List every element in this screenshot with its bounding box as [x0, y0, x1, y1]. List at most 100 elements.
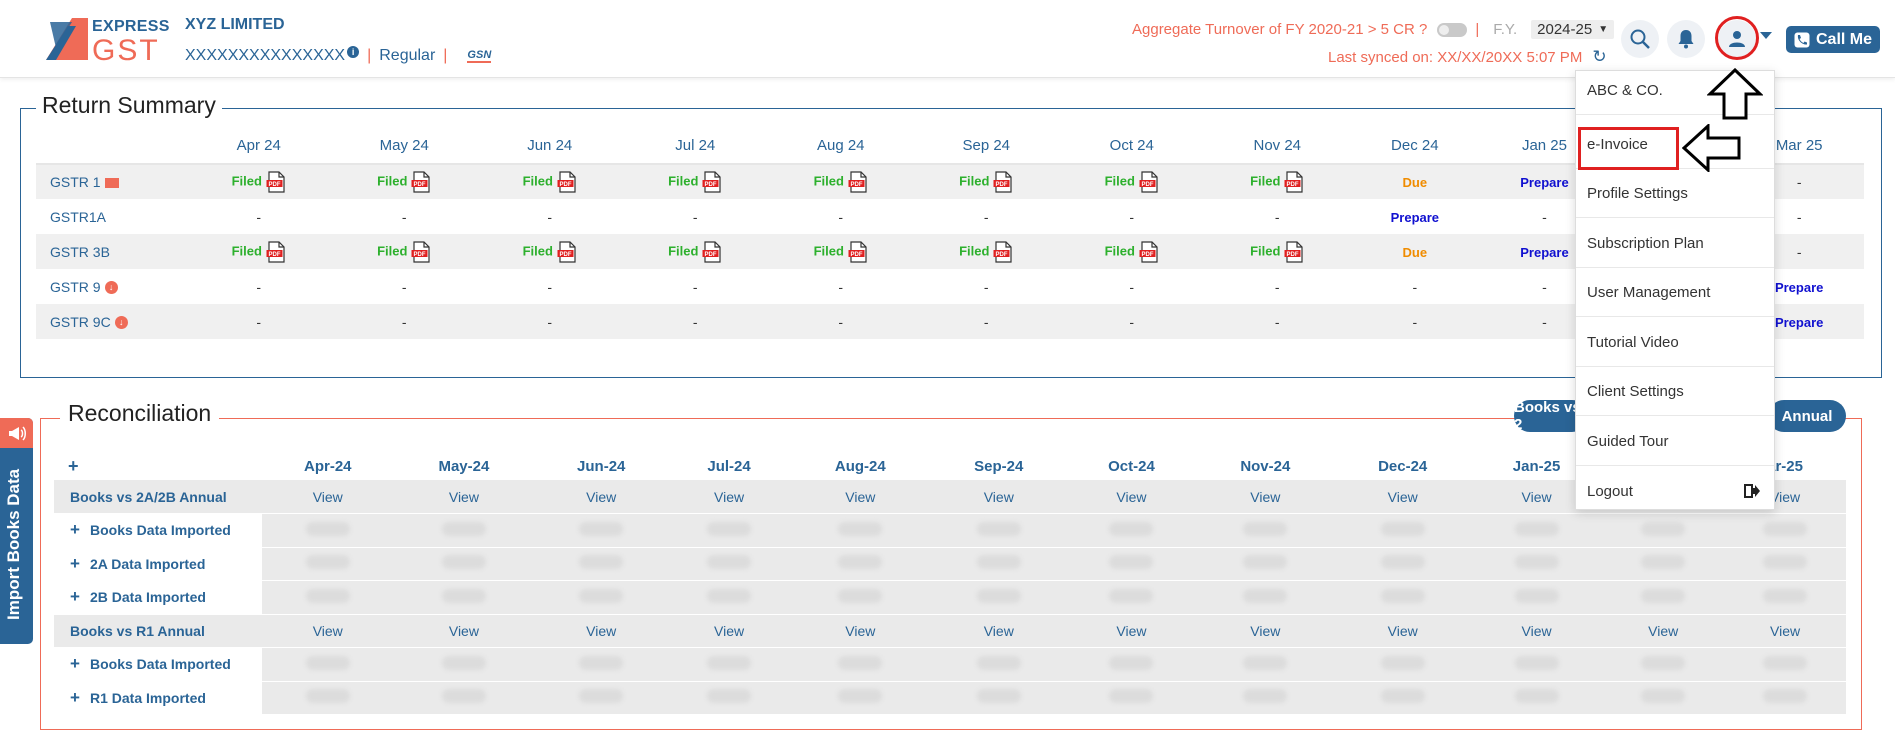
- prepare-link[interactable]: Prepare: [1520, 175, 1569, 190]
- menu-item-abc-co[interactable]: ABC & CO.: [1576, 67, 1774, 115]
- return-status-cell[interactable]: Due: [1350, 163, 1480, 199]
- view-cell[interactable]: View: [1724, 614, 1846, 648]
- status-due[interactable]: Due: [1402, 175, 1428, 190]
- view-cell[interactable]: View: [262, 480, 394, 514]
- turnover-toggle[interactable]: [1437, 22, 1468, 37]
- view-link[interactable]: View: [448, 622, 479, 639]
- return-status-cell[interactable]: Due: [1350, 234, 1480, 269]
- status-due[interactable]: Due: [1402, 244, 1428, 260]
- expand-plus-icon[interactable]: +: [70, 687, 80, 707]
- menu-item-profile-settings[interactable]: Profile Settings: [1576, 170, 1774, 218]
- expand-plus-icon[interactable]: +: [70, 553, 80, 573]
- view-cell[interactable]: View: [930, 614, 1067, 648]
- return-status-cell[interactable]: Filed PDF: [768, 163, 914, 199]
- return-type-label[interactable]: GSTR 3B: [36, 234, 186, 269]
- view-link[interactable]: View: [1770, 488, 1801, 505]
- view-link[interactable]: View: [714, 622, 745, 639]
- view-link[interactable]: View: [1770, 622, 1801, 639]
- view-cell[interactable]: View: [789, 480, 931, 514]
- annual-pill[interactable]: Annual: [1768, 400, 1846, 432]
- recon-row-label[interactable]: + R1 Data Imported: [54, 681, 262, 715]
- view-link[interactable]: View: [1521, 488, 1552, 505]
- refresh-icon[interactable]: ↻: [1592, 47, 1607, 66]
- prepare-link[interactable]: Prepare: [1390, 209, 1440, 225]
- return-status-cell[interactable]: Filed PDF: [186, 234, 332, 269]
- view-link[interactable]: View: [586, 622, 617, 639]
- import-books-data-tab[interactable]: Import Books Data: [0, 418, 33, 644]
- view-link[interactable]: View: [1387, 622, 1418, 639]
- pdf-icon[interactable]: PDF: [266, 171, 286, 193]
- view-link[interactable]: View: [845, 488, 876, 505]
- view-cell[interactable]: View: [534, 614, 669, 648]
- pdf-icon[interactable]: PDF: [557, 171, 577, 193]
- return-status-cell[interactable]: Filed PDF: [331, 163, 477, 199]
- return-type-label[interactable]: GSTR 1: [36, 163, 186, 199]
- return-status-cell[interactable]: Filed PDF: [186, 163, 332, 199]
- recon-row-label[interactable]: +2B Data Imported: [54, 580, 262, 615]
- view-link[interactable]: View: [312, 488, 343, 505]
- pdf-icon[interactable]: PDF: [557, 240, 577, 263]
- view-link[interactable]: View: [448, 488, 479, 505]
- mail-icon[interactable]: [104, 178, 119, 189]
- pdf-icon[interactable]: PDF: [1284, 240, 1304, 263]
- view-link[interactable]: View: [983, 488, 1014, 505]
- view-link[interactable]: View: [714, 488, 745, 505]
- view-link[interactable]: View: [1116, 488, 1147, 505]
- return-status-cell[interactable]: Filed PDF: [622, 234, 768, 269]
- pdf-icon[interactable]: PDF: [411, 240, 431, 263]
- view-cell[interactable]: View: [1470, 614, 1603, 648]
- return-status-cell[interactable]: Filed PDF: [1059, 163, 1205, 199]
- view-link[interactable]: View: [1250, 622, 1281, 639]
- search-button[interactable]: [1621, 20, 1659, 58]
- view-cell[interactable]: View: [393, 614, 535, 648]
- download-icon[interactable]: ↓: [114, 316, 128, 330]
- view-cell[interactable]: View: [1066, 480, 1197, 514]
- return-status-cell[interactable]: Prepare: [1734, 269, 1864, 304]
- recon-row-label[interactable]: + Books Data Imported: [54, 647, 262, 682]
- return-status-cell[interactable]: Filed PDF: [1204, 234, 1350, 269]
- view-cell[interactable]: View: [668, 614, 790, 648]
- view-link[interactable]: View: [1648, 622, 1679, 639]
- prepare-link[interactable]: Prepare: [1520, 244, 1569, 260]
- return-type-label[interactable]: GSTR 9C ↓: [36, 304, 186, 339]
- return-status-cell[interactable]: Filed PDF: [477, 163, 623, 199]
- return-status-cell[interactable]: Filed PDF: [331, 234, 477, 269]
- expand-plus-icon[interactable]: +: [70, 654, 80, 674]
- pdf-icon[interactable]: PDF: [1139, 171, 1159, 193]
- express-gst-logo[interactable]: EXPRESS GST: [46, 14, 169, 67]
- pdf-icon[interactable]: PDF: [848, 240, 868, 263]
- view-cell[interactable]: View: [1602, 614, 1725, 648]
- view-cell[interactable]: View: [1334, 614, 1471, 648]
- return-status-cell[interactable]: Filed PDF: [913, 234, 1059, 269]
- pdf-icon[interactable]: PDF: [411, 171, 431, 193]
- view-cell[interactable]: View: [1066, 614, 1197, 648]
- pdf-icon[interactable]: PDF: [266, 240, 286, 263]
- profile-chevron-down-icon[interactable]: [1760, 32, 1772, 39]
- menu-item-tutorial-video[interactable]: Tutorial Video: [1576, 319, 1774, 367]
- return-status-cell[interactable]: Filed PDF: [622, 163, 768, 199]
- view-link[interactable]: View: [1116, 622, 1147, 639]
- view-cell[interactable]: View: [1196, 480, 1335, 514]
- menu-item-guided-tour[interactable]: Guided Tour: [1576, 418, 1774, 466]
- return-status-cell[interactable]: Filed PDF: [913, 163, 1059, 199]
- expand-plus-icon[interactable]: +: [70, 587, 80, 607]
- pdf-icon[interactable]: PDF: [702, 171, 722, 193]
- view-cell[interactable]: View: [1196, 614, 1335, 648]
- view-link[interactable]: View: [1250, 488, 1281, 505]
- menu-item-user-management[interactable]: User Management: [1576, 269, 1774, 317]
- view-cell[interactable]: View: [393, 480, 535, 514]
- pdf-icon[interactable]: PDF: [1139, 240, 1159, 263]
- return-status-cell[interactable]: Filed PDF: [1059, 234, 1205, 269]
- expand-plus-icon[interactable]: +: [70, 520, 80, 540]
- view-cell[interactable]: View: [668, 480, 790, 514]
- pdf-icon[interactable]: PDF: [848, 171, 868, 193]
- info-icon[interactable]: i: [347, 46, 360, 58]
- prepare-link[interactable]: Prepare: [1774, 279, 1824, 295]
- fy-select[interactable]: 2024-25 ▼: [1531, 20, 1615, 39]
- recon-row-label[interactable]: +2A Data Imported: [54, 547, 262, 581]
- menu-item-client-settings[interactable]: Client Settings: [1576, 368, 1774, 416]
- view-link[interactable]: View: [586, 488, 617, 505]
- view-cell[interactable]: View: [534, 480, 669, 514]
- return-status-cell[interactable]: Prepare: [1350, 199, 1480, 234]
- recon-row-label[interactable]: + Books Data Imported: [54, 513, 262, 548]
